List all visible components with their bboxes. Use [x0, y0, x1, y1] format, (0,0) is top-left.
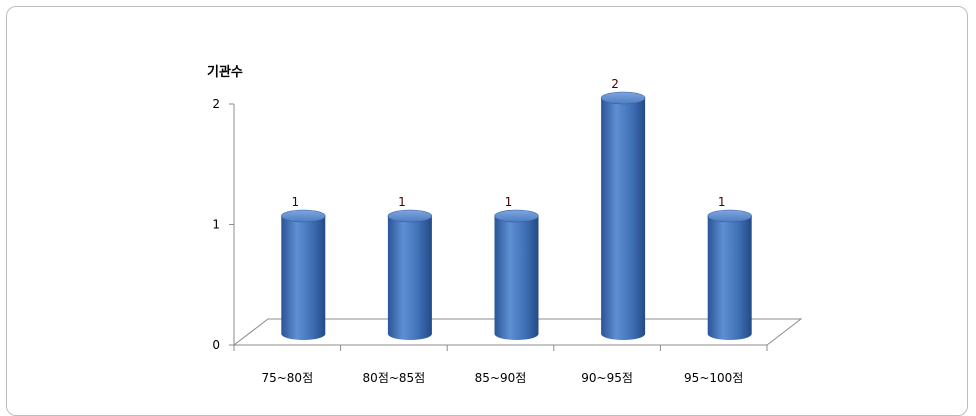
data-label: 1: [291, 195, 299, 209]
category-labels: 75~80점 80점~85점 85~90점 90~95점 95~100점: [261, 371, 743, 385]
data-label: 1: [718, 195, 726, 209]
category-label: 80점~85점: [363, 371, 426, 385]
category-label: 85~90점: [475, 371, 527, 385]
bar: [387, 216, 432, 340]
data-label: 1: [505, 195, 513, 209]
data-labels: 1 1 1 2 1: [291, 77, 725, 209]
bar: [494, 216, 539, 340]
bar-top: [280, 209, 326, 223]
bar: [707, 216, 752, 340]
y-ticks: 0 1 2: [212, 97, 234, 352]
bar-top: [707, 209, 753, 223]
chart-frame: [6, 6, 968, 416]
bar: [601, 98, 646, 340]
y-tick-label: 0: [212, 338, 220, 352]
y-axis-label: 기관수: [207, 64, 243, 80]
category-label: 90~95점: [581, 371, 633, 385]
x-ticks: [233, 345, 768, 351]
bars: [280, 91, 753, 340]
bar-top: [494, 209, 539, 223]
y-tick-label: 1: [212, 218, 220, 232]
bar-top: [600, 91, 646, 105]
data-label: 2: [611, 77, 619, 91]
y-tick-label: 2: [212, 97, 220, 111]
category-label: 75~80점: [261, 371, 313, 385]
bar-top: [387, 209, 433, 223]
bar-chart: 기관수 0 1 2 1 1 1 2 1 75~80점 80점~85점 85~90점 90~95점 9…: [207, 64, 803, 385]
data-label: 1: [398, 195, 406, 209]
category-label: 95~100점: [684, 371, 743, 385]
bar: [281, 216, 326, 340]
